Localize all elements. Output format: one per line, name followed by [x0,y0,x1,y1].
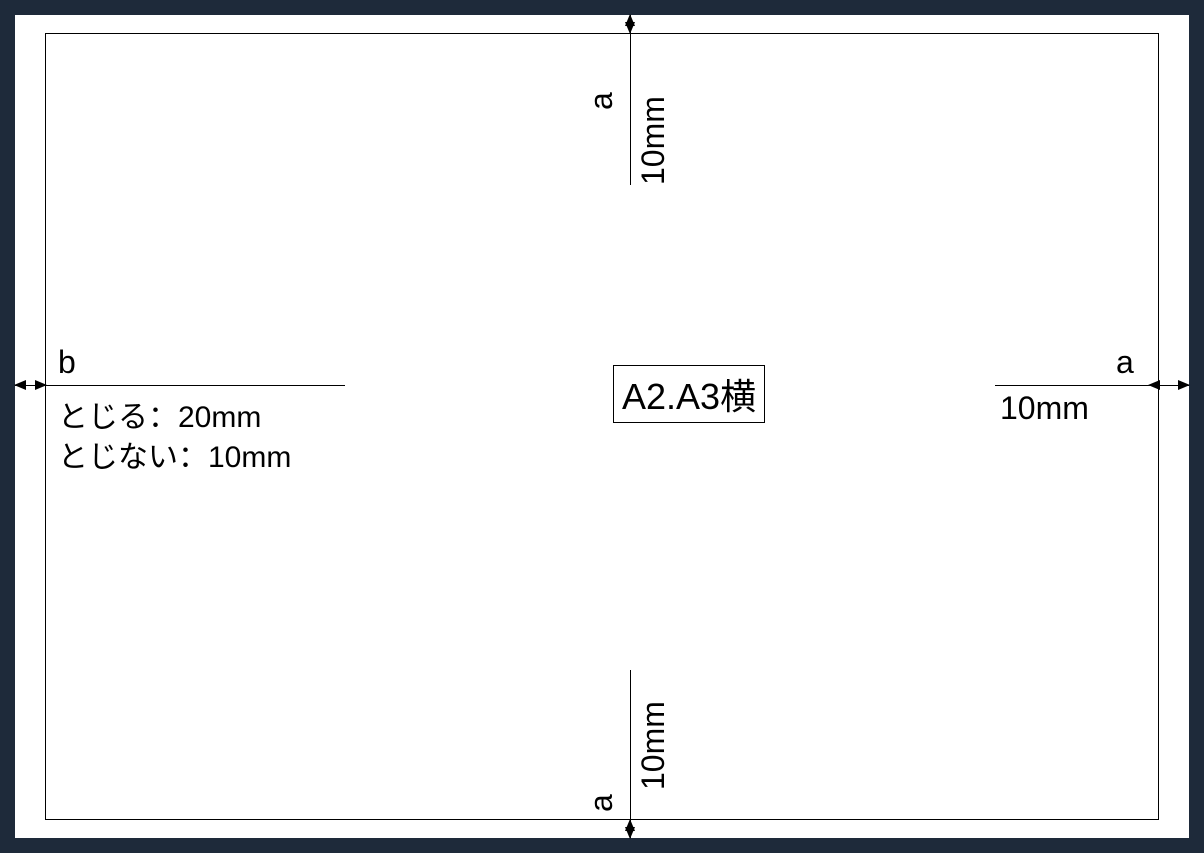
top-dim-arrow-down [625,22,635,34]
bottom-dim-letter: a [583,794,620,812]
bottom-dim-arrow-down [625,827,635,839]
bottom-dim-value: 10mm [635,701,672,790]
left-dim-note2: とじない：10mm [58,432,291,476]
left-dim-line [15,385,345,386]
right-dim-value: 10mm [1000,390,1089,427]
right-dim-arrow-left [1148,380,1160,390]
top-dim-value: 10mm [635,96,672,185]
right-dim-arrow-right [1178,380,1190,390]
bottom-dim-line [630,670,631,838]
left-dim-letter: b [58,344,76,381]
left-dim-arrow-right [35,380,47,390]
center-title-text: A2.A3横 [622,376,756,417]
left-dim-note1: とじる：20mm [58,392,261,436]
right-dim-letter: a [1116,344,1134,381]
top-dim-letter: a [583,92,620,110]
left-dim-arrow-left [14,380,26,390]
top-dim-line [630,15,631,185]
center-title-box: A2.A3横 [613,365,765,423]
